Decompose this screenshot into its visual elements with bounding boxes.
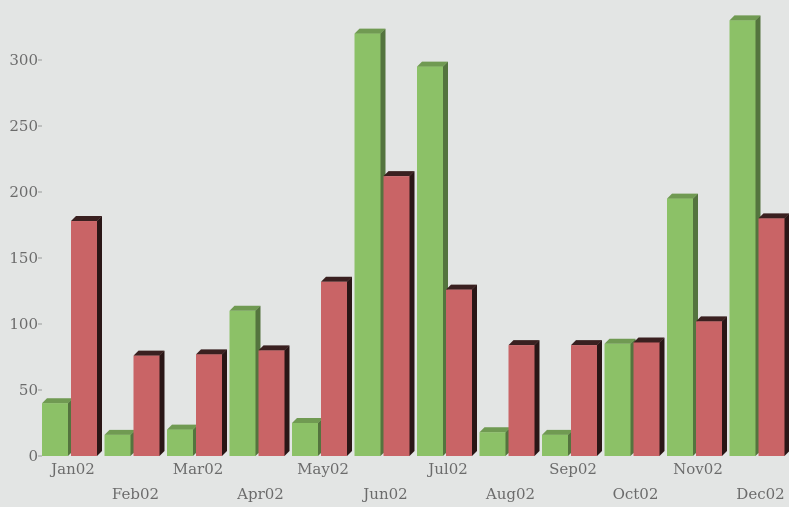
bar-jul02-series1	[417, 66, 443, 456]
bar-nov02-series2	[696, 321, 722, 456]
bar-may02-series1	[292, 423, 318, 456]
x-tick-label: May02	[297, 460, 349, 478]
bar-side	[409, 171, 415, 456]
bar-top	[729, 15, 761, 21]
x-tick-label: Jan02	[49, 460, 95, 478]
bar-top	[71, 216, 102, 222]
bar-jan02-series1	[42, 403, 68, 456]
x-tick-label: Dec02	[736, 485, 784, 503]
bar-sep02-series2	[571, 345, 597, 456]
x-tick-label: Nov02	[673, 460, 723, 478]
bar-top	[133, 350, 165, 356]
bar-jul02-series2	[446, 289, 472, 456]
bar-side	[284, 345, 290, 456]
bar-side	[472, 284, 477, 456]
bar-side	[97, 216, 102, 456]
bar-jun02-series2	[383, 176, 410, 456]
bar-top	[446, 284, 477, 290]
bar-aug02-series2	[508, 345, 535, 456]
x-tick-label: Jun02	[361, 485, 407, 503]
bar-top	[167, 424, 198, 430]
bar-top	[758, 213, 789, 219]
x-tick-label: Apr02	[236, 485, 284, 503]
y-tick-label: 150	[9, 249, 38, 267]
bar-side	[784, 213, 789, 456]
bar-apr02-series2	[258, 350, 285, 456]
bar-top	[479, 427, 511, 433]
x-tick-label: Sep02	[549, 460, 597, 478]
bar-side	[159, 350, 165, 456]
bar-jan02-series2	[71, 221, 97, 456]
y-tick-label: 0	[28, 447, 38, 465]
bar-dec02-series2	[758, 218, 785, 456]
bar-sep02-series1	[542, 434, 568, 456]
x-axis: Jan02 Feb02 Mar02 Apr02 May02 Jun02 Jul02 Aug02…	[49, 460, 785, 503]
bar-top	[633, 337, 665, 343]
y-tick-label: 300	[9, 51, 38, 69]
bar-top	[292, 418, 323, 423]
bar-mar02-series1	[167, 429, 193, 456]
x-tick-label: Oct02	[613, 485, 659, 503]
bar-top	[42, 398, 73, 404]
bar-oct02-series1	[604, 343, 631, 456]
x-tick-label: Mar02	[173, 460, 224, 478]
bar-side	[534, 340, 540, 456]
bar-nov02-series1	[667, 198, 693, 456]
x-tick-label: Jul02	[426, 460, 468, 478]
y-tick-label: 100	[9, 315, 38, 333]
bar-dec02-series1	[729, 20, 756, 457]
bars	[42, 15, 789, 457]
bar-top	[667, 193, 698, 199]
bar-top	[196, 349, 227, 355]
y-tick-label: 250	[9, 117, 38, 135]
y-tick-label: 200	[9, 183, 38, 201]
bar-side	[659, 337, 665, 456]
bar-aug02-series1	[479, 432, 506, 456]
bar-side	[347, 276, 352, 456]
bar-top	[321, 276, 352, 282]
bar-may02-series2	[321, 281, 347, 456]
x-tick-label: Aug02	[485, 485, 535, 503]
bar-top	[417, 61, 448, 67]
bar-top	[383, 171, 415, 177]
x-tick-label: Feb02	[112, 485, 159, 503]
bar-feb02-series2	[133, 355, 160, 456]
bar-top	[604, 338, 636, 344]
bar-jun02-series1	[354, 33, 381, 456]
bar-top	[508, 340, 540, 346]
bar-top	[258, 345, 290, 351]
bar-apr02-series1	[229, 310, 256, 456]
bar-side	[222, 349, 227, 456]
bar-top	[229, 305, 261, 311]
bar-top	[354, 28, 386, 34]
y-axis: 0 50 100 150 200 250 300	[9, 51, 42, 465]
bar-top	[696, 316, 727, 322]
bar-top	[542, 429, 573, 435]
bar-side	[597, 340, 602, 456]
bar-oct02-series2	[633, 342, 660, 456]
bar-mar02-series2	[196, 354, 222, 456]
bar-side	[722, 316, 727, 456]
bar-feb02-series1	[104, 434, 131, 456]
bar-top	[571, 340, 602, 346]
y-tick-label: 50	[19, 381, 38, 399]
bar-top	[104, 429, 136, 435]
